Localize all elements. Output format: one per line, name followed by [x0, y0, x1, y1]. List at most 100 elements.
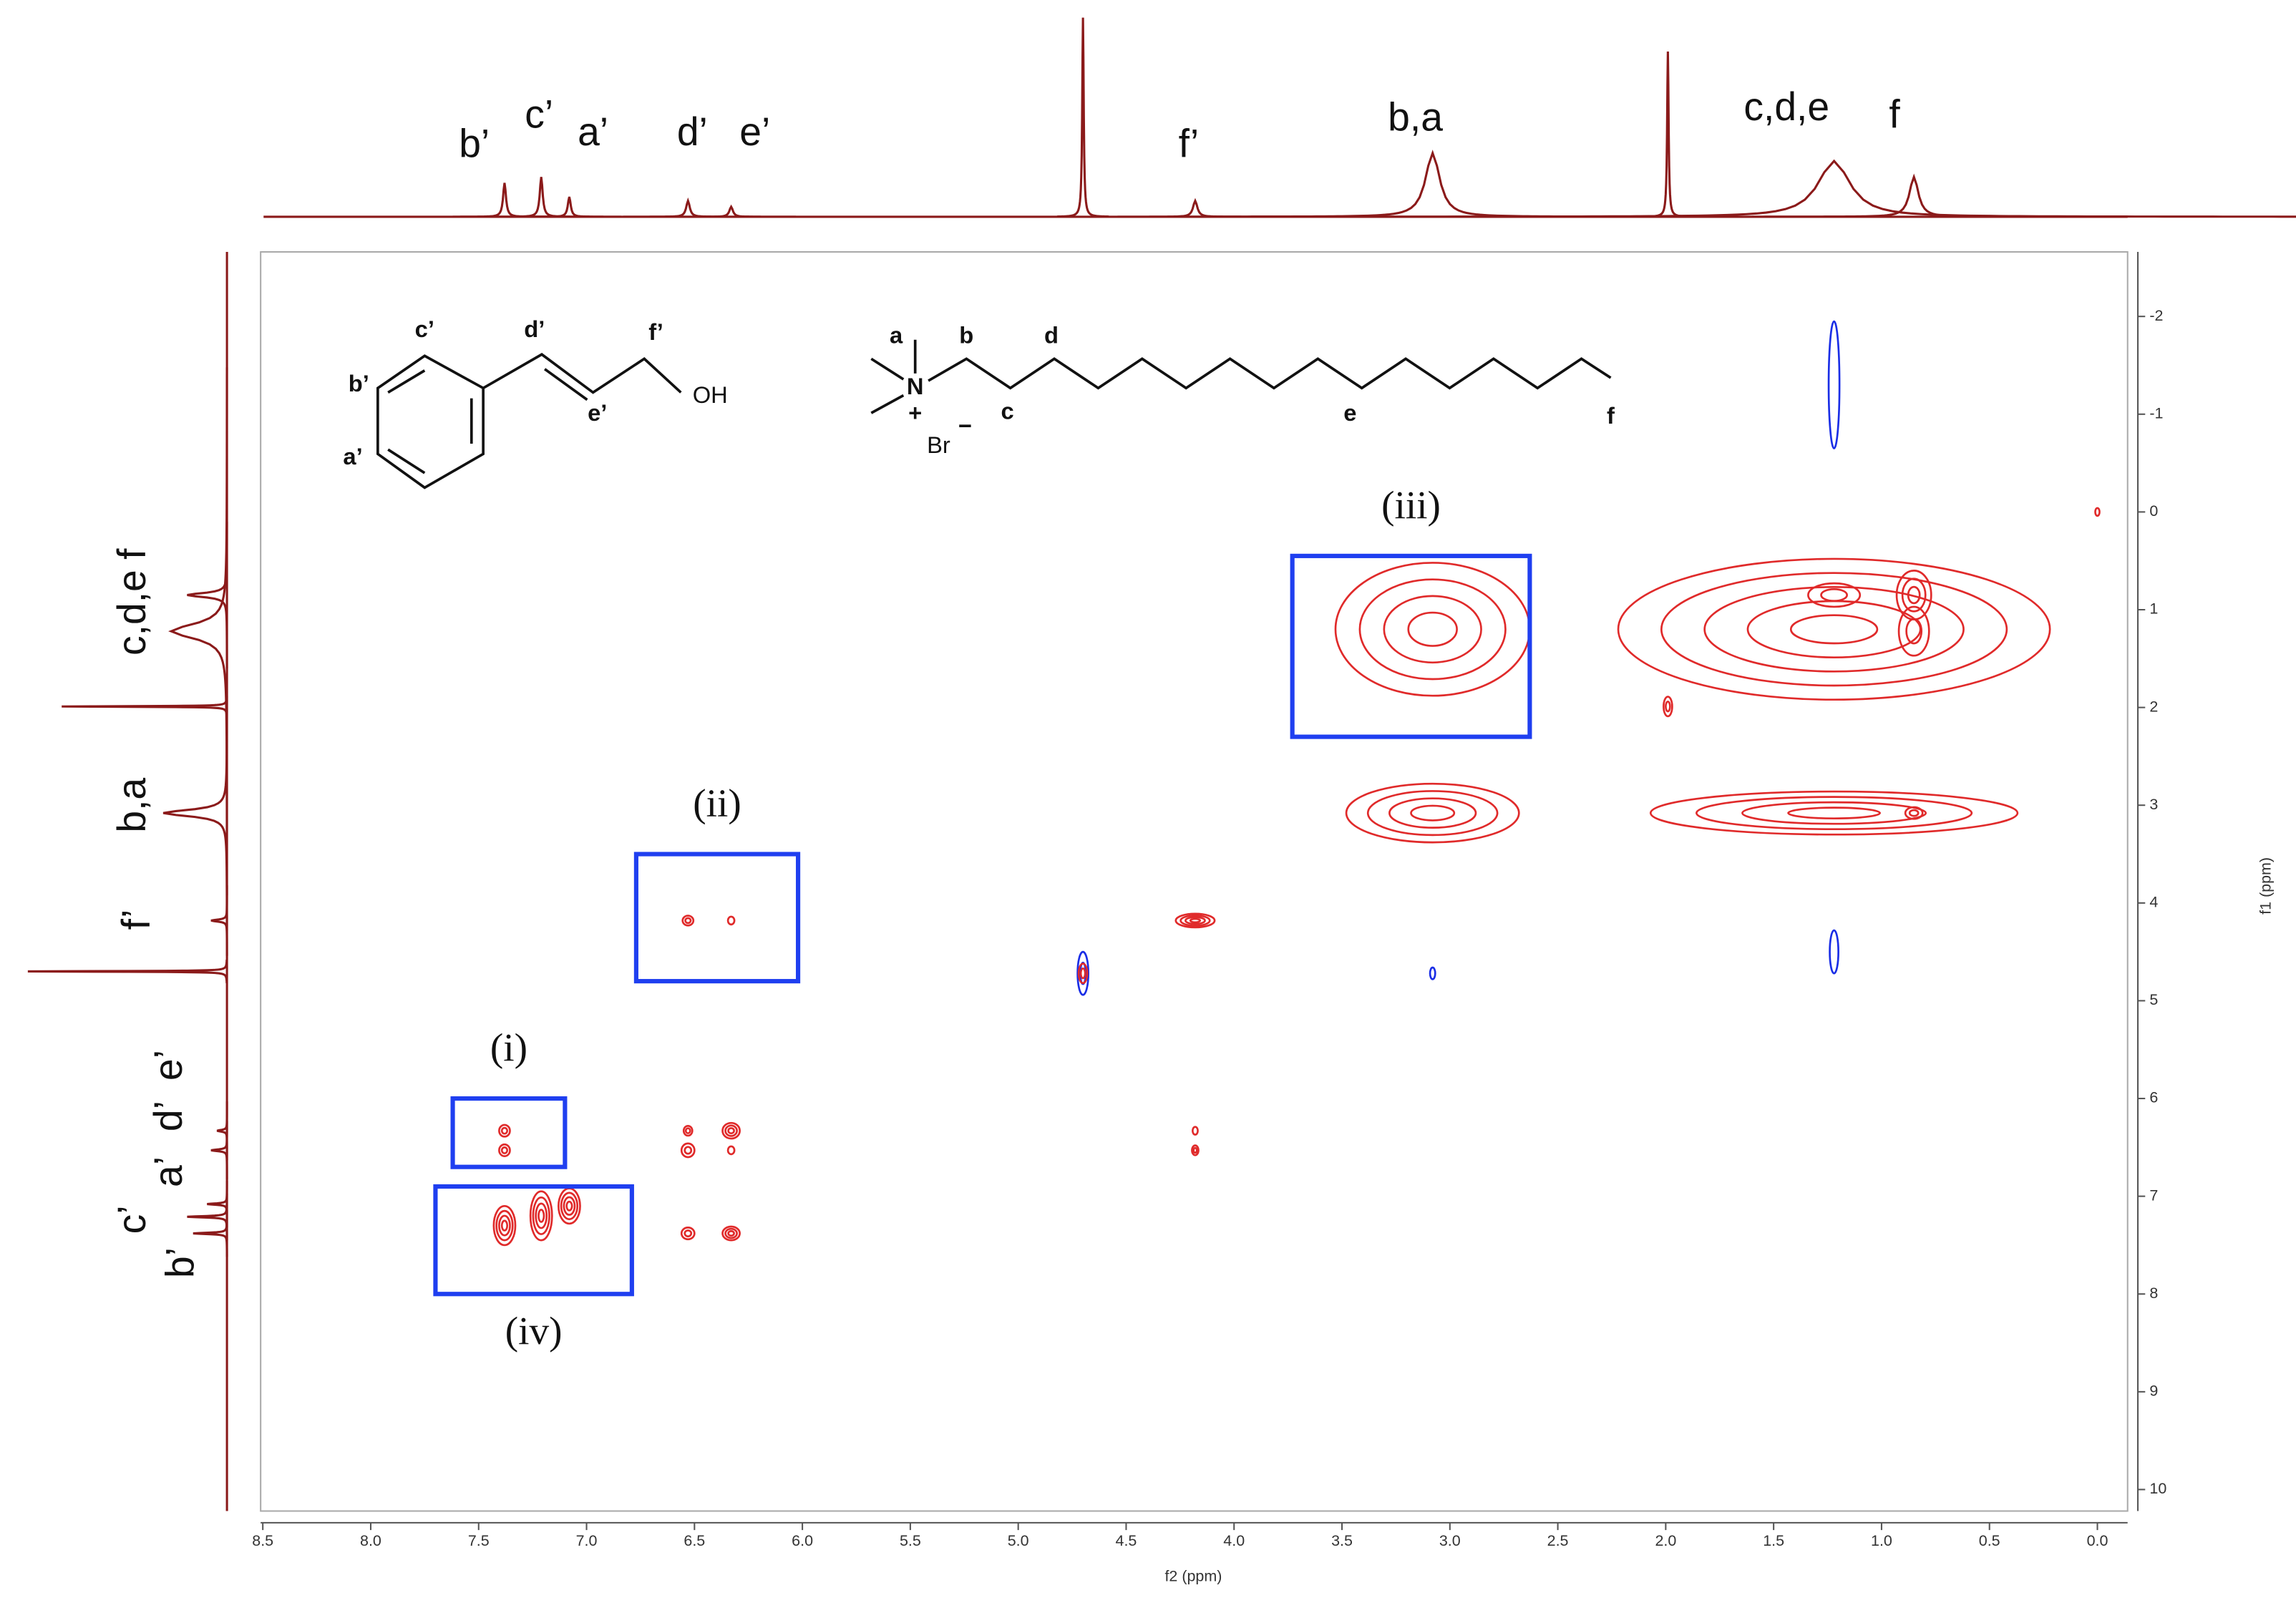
- contour: [1407, 611, 1458, 647]
- peak-label: f: [1889, 92, 1900, 136]
- contour: [1663, 696, 1673, 718]
- contour: [1703, 585, 1965, 673]
- contour: [500, 1219, 509, 1232]
- contour: [726, 1145, 736, 1156]
- region-box: [433, 1184, 634, 1297]
- contour: [1617, 557, 2051, 701]
- contour: [1829, 929, 1839, 975]
- contour: [1358, 578, 1507, 681]
- contour: [1905, 618, 1923, 645]
- contour: [1189, 917, 1202, 924]
- contour: [498, 1214, 511, 1237]
- y-tick-label: 9: [2149, 1383, 2158, 1400]
- contour: [1429, 966, 1436, 980]
- peak-label: e’: [146, 1050, 190, 1081]
- contour: [684, 1127, 691, 1134]
- peak-label: d’: [677, 109, 708, 154]
- plot-frame: [260, 251, 2129, 1512]
- x-tick-label: 1.5: [1763, 1532, 1784, 1549]
- y-tick-label: 7: [2149, 1186, 2158, 1204]
- contour: [1827, 320, 1841, 449]
- contour: [1179, 914, 1211, 927]
- y-tick-label: 8: [2149, 1285, 2158, 1302]
- structure-label: d’: [524, 316, 545, 342]
- y-tick-label: 3: [2149, 796, 2158, 813]
- peak-label: f: [110, 548, 154, 560]
- region-box: [633, 852, 801, 984]
- y-tick-label: 1: [2149, 600, 2158, 618]
- contour: [500, 1146, 509, 1154]
- region-label: (ii): [693, 781, 741, 825]
- peak-label: c,d,e: [1743, 84, 1829, 129]
- contour: [532, 1197, 550, 1235]
- spectrum-peak-top: [1752, 173, 2076, 218]
- x-tick-label: 6.0: [792, 1532, 813, 1549]
- region-box: [1290, 553, 1532, 739]
- x-tick-label: 2.5: [1547, 1532, 1569, 1549]
- contour: [684, 1229, 693, 1237]
- x-tick-label: 7.0: [576, 1532, 598, 1549]
- peak-label: d’: [146, 1101, 190, 1131]
- y-tick-label: 4: [2149, 893, 2158, 910]
- contour: [727, 1230, 735, 1237]
- contour: [563, 1196, 576, 1216]
- structure-label: a: [890, 321, 903, 348]
- structure-label: f’: [648, 318, 663, 345]
- structure-label: c’: [415, 316, 434, 342]
- contour: [726, 915, 736, 926]
- contour: [684, 1146, 693, 1155]
- structure-label: b: [959, 321, 973, 348]
- contour: [565, 1200, 573, 1212]
- x-tick-label: 6.5: [684, 1532, 705, 1549]
- contour: [1908, 809, 1920, 817]
- x-tick-label: 8.0: [360, 1532, 381, 1549]
- x-tick-label: 1.0: [1871, 1532, 1892, 1549]
- structure-label: f: [1607, 402, 1615, 429]
- structure-label: +: [908, 399, 922, 426]
- contour: [1741, 801, 1927, 825]
- peak-label: c’: [110, 1205, 154, 1234]
- structure-label: a’: [343, 443, 362, 469]
- peak-label: a’: [146, 1156, 190, 1187]
- contour: [1388, 797, 1477, 829]
- y-axis-label: f1 (ppm): [2257, 857, 2275, 915]
- peak-label: e’: [739, 109, 770, 154]
- spectrum-peak-top: [1251, 159, 2296, 218]
- x-tick-label: 3.0: [1439, 1532, 1461, 1549]
- contour: [1077, 962, 1089, 985]
- spectrum-peak-left: [27, 959, 228, 983]
- contour: [1904, 806, 1924, 820]
- contour: [495, 1209, 514, 1242]
- contour: [724, 1124, 738, 1137]
- contour: [529, 1190, 553, 1242]
- structure-label: −: [958, 412, 972, 439]
- structure-cinnamyl: c’ d’ f’ b’ e’ a’ OH: [343, 316, 728, 489]
- x-tick-label: 0.5: [1979, 1532, 2000, 1549]
- peak-label: b,a: [1388, 94, 1443, 139]
- peak-label: b’: [157, 1247, 202, 1278]
- contour: [1345, 782, 1520, 844]
- spectrum-peak-left: [168, 367, 228, 895]
- structure-label: N: [907, 373, 924, 399]
- structure-label: Br: [927, 432, 950, 458]
- contour: [560, 1191, 579, 1221]
- contour: [1696, 796, 1973, 831]
- contour: [492, 1204, 517, 1247]
- y-tick-label: -1: [2149, 404, 2163, 421]
- peak-label: c’: [525, 92, 553, 136]
- spectrum-peak-left: [210, 1121, 228, 1180]
- x-tick-label: 7.5: [468, 1532, 490, 1549]
- x-tick-label: 4.5: [1116, 1532, 1137, 1549]
- y-tick-label: 2: [2149, 698, 2158, 715]
- x-axis-label: f2 (ppm): [1164, 1567, 1222, 1584]
- spectrum-peak-left: [216, 1101, 228, 1161]
- region-label: (iii): [1381, 483, 1441, 527]
- contour: [727, 1127, 735, 1135]
- contour: [1366, 790, 1499, 837]
- contour: [721, 1121, 741, 1140]
- x-tick-label: 5.0: [1008, 1532, 1029, 1549]
- region-label: (iv): [505, 1309, 563, 1353]
- cinnamyl-bonds: [376, 353, 682, 489]
- x-tick-label: 3.5: [1331, 1532, 1353, 1549]
